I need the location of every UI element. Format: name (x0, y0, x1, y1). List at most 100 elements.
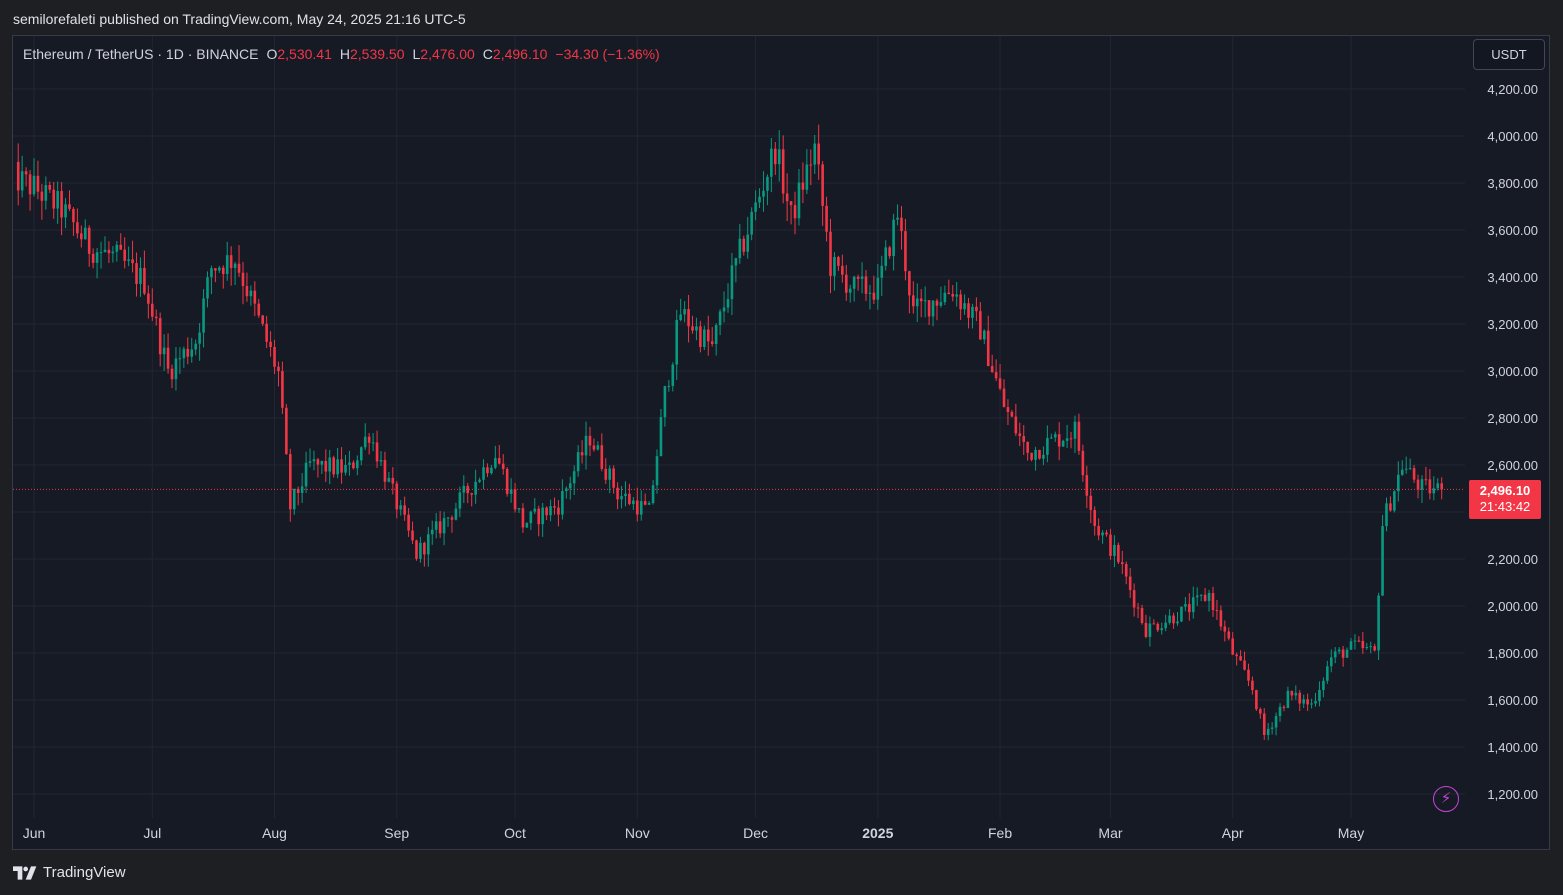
candle-body (1144, 622, 1148, 637)
candle-body (639, 501, 643, 515)
candle (517, 507, 521, 513)
candle (639, 490, 643, 521)
candle-body (371, 442, 375, 444)
candle-body (742, 238, 746, 252)
candle-body (1369, 646, 1373, 648)
candle (616, 482, 619, 510)
change-value: −34.30 (−1.36%) (555, 46, 660, 62)
candle (860, 262, 864, 294)
lightning-icon[interactable]: ⚡︎ (1433, 786, 1459, 812)
candle-body (703, 329, 706, 347)
candle-body (1294, 692, 1298, 696)
candle-body (344, 464, 347, 473)
candle-body (541, 507, 544, 525)
candle-body (537, 508, 541, 525)
candle (1085, 465, 1089, 509)
candle (734, 257, 738, 283)
y-tick-label: 3,000.00 (1487, 364, 1538, 379)
symbol-title[interactable]: Ethereum / TetherUS · 1D · BINANCE (23, 46, 259, 62)
candle (458, 486, 462, 518)
candle-body (289, 454, 292, 510)
candle (592, 438, 596, 452)
candle (1144, 614, 1148, 639)
chart-pane[interactable] (12, 35, 1550, 850)
last-price-value: 2,496.10 (1479, 483, 1531, 498)
candle (150, 288, 154, 321)
candle (1132, 583, 1136, 617)
candle-body (533, 508, 537, 512)
candle-body (955, 294, 958, 297)
candle (182, 346, 186, 368)
candle-body (529, 511, 533, 524)
candle-body (245, 286, 249, 297)
currency-button[interactable]: USDT (1473, 39, 1545, 70)
candle-body (458, 492, 462, 509)
brand[interactable]: TradingView (13, 864, 126, 881)
candle (277, 361, 280, 387)
candle (466, 482, 470, 504)
candle-body (427, 534, 430, 555)
candle-body (1191, 597, 1195, 613)
candle-body (1164, 622, 1167, 629)
candle (848, 284, 852, 303)
candle (904, 218, 907, 281)
candle (312, 450, 316, 471)
candle-body (1109, 534, 1112, 556)
candle (95, 248, 99, 279)
candle (166, 333, 170, 374)
candle (994, 359, 998, 382)
candle-body (1251, 680, 1254, 691)
candle (1136, 602, 1140, 619)
candle-body (1282, 706, 1286, 708)
candle (348, 450, 351, 476)
candle-body (1022, 436, 1026, 442)
candle (60, 182, 63, 236)
tradingview-logo-icon (13, 865, 37, 880)
time-axis[interactable]: Jun Jul Aug Sep Oct Nov Dec 2025 Feb Mar Apr May (23, 825, 1365, 841)
candle (423, 541, 426, 567)
candle-body (600, 445, 604, 469)
candle (718, 309, 722, 336)
candle (261, 314, 265, 327)
candle (632, 497, 635, 510)
candle (572, 465, 576, 495)
candlestick-chart[interactable]: 1,200.00 1,400.00 1,600.00 1,800.00 2,000.00… (0, 0, 1563, 851)
candle-body (549, 506, 552, 516)
candle-body (375, 442, 379, 462)
candle (896, 204, 899, 226)
candle-body (387, 477, 391, 482)
candle (1255, 689, 1258, 711)
candle (1101, 530, 1104, 544)
candle-body (971, 306, 974, 318)
candle (797, 169, 801, 226)
candle (340, 447, 343, 484)
candle (1077, 413, 1081, 455)
x-tick-label: Aug (262, 825, 287, 841)
candle-body (1065, 438, 1069, 441)
price-axis[interactable]: 1,200.00 1,400.00 1,600.00 1,800.00 2,000.00… (1487, 82, 1538, 802)
candle-body (643, 501, 647, 505)
candle (1329, 649, 1333, 673)
candle-body (568, 483, 572, 489)
candle-body (1318, 689, 1321, 702)
candle (1140, 604, 1144, 625)
candle-body (951, 293, 955, 297)
candle-body (292, 488, 296, 510)
candle-body (1227, 631, 1231, 639)
candle-body (513, 489, 517, 510)
candle (596, 441, 600, 451)
candle (1353, 634, 1357, 650)
candle (919, 289, 923, 318)
symbol-legend[interactable]: Ethereum / TetherUS · 1D · BINANCE O2,530… (23, 46, 660, 62)
candle-body (178, 358, 182, 360)
candle (1022, 425, 1026, 455)
candle (513, 482, 517, 513)
candle (332, 455, 335, 478)
candle (1211, 586, 1215, 617)
candle (20, 155, 24, 198)
candle (450, 515, 454, 533)
candle (434, 513, 438, 539)
last-price-tag: 2,496.10 21:43:42 (1469, 480, 1541, 519)
candle (214, 268, 217, 283)
candle (1215, 599, 1219, 620)
